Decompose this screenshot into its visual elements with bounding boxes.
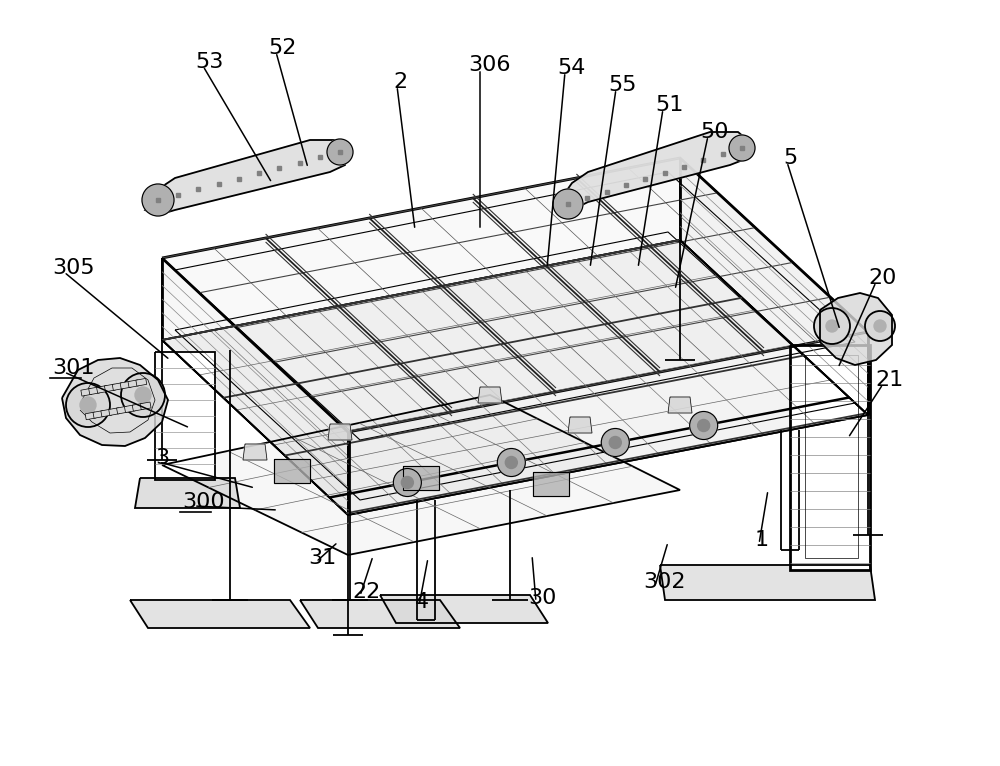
Polygon shape bbox=[162, 240, 868, 515]
Text: 50: 50 bbox=[700, 122, 728, 142]
Text: 3: 3 bbox=[155, 448, 169, 468]
Bar bbox=[93, 411, 104, 418]
Bar bbox=[81, 388, 92, 396]
Bar bbox=[124, 405, 135, 413]
Bar bbox=[104, 384, 115, 392]
Polygon shape bbox=[820, 293, 892, 365]
Polygon shape bbox=[130, 600, 310, 628]
Text: 21: 21 bbox=[875, 370, 903, 390]
Circle shape bbox=[601, 428, 629, 457]
Polygon shape bbox=[300, 600, 460, 628]
Bar bbox=[85, 412, 96, 420]
Polygon shape bbox=[660, 565, 875, 600]
Circle shape bbox=[609, 437, 621, 449]
Text: 20: 20 bbox=[868, 268, 896, 288]
Circle shape bbox=[121, 373, 165, 417]
Bar bbox=[89, 387, 100, 394]
Polygon shape bbox=[532, 472, 568, 496]
Polygon shape bbox=[328, 424, 352, 440]
Bar bbox=[117, 406, 127, 414]
Text: 4: 4 bbox=[415, 592, 429, 612]
Bar bbox=[109, 408, 120, 415]
Polygon shape bbox=[62, 358, 168, 446]
Polygon shape bbox=[478, 387, 502, 403]
Text: 1: 1 bbox=[755, 530, 769, 550]
Bar bbox=[136, 378, 147, 386]
Text: 302: 302 bbox=[643, 572, 686, 592]
Bar bbox=[132, 404, 143, 411]
Polygon shape bbox=[145, 140, 348, 215]
Bar bbox=[140, 402, 151, 410]
Text: 30: 30 bbox=[528, 588, 556, 608]
Text: 301: 301 bbox=[52, 358, 95, 378]
Text: 31: 31 bbox=[308, 548, 336, 568]
Text: 52: 52 bbox=[268, 38, 296, 58]
Polygon shape bbox=[568, 417, 592, 433]
Text: 300: 300 bbox=[182, 492, 225, 512]
Text: 5: 5 bbox=[783, 148, 797, 168]
Text: 55: 55 bbox=[608, 75, 637, 95]
Polygon shape bbox=[162, 395, 680, 555]
Text: 51: 51 bbox=[655, 95, 683, 115]
Polygon shape bbox=[155, 352, 215, 480]
Circle shape bbox=[729, 135, 755, 161]
Circle shape bbox=[135, 387, 151, 403]
Polygon shape bbox=[243, 444, 267, 460]
Text: 54: 54 bbox=[557, 58, 585, 78]
Circle shape bbox=[553, 189, 583, 219]
Circle shape bbox=[393, 469, 421, 496]
Circle shape bbox=[327, 139, 353, 165]
Text: 305: 305 bbox=[52, 258, 95, 278]
Polygon shape bbox=[274, 460, 310, 483]
Circle shape bbox=[874, 320, 886, 332]
Polygon shape bbox=[680, 158, 868, 415]
Bar bbox=[97, 385, 107, 393]
Circle shape bbox=[66, 383, 110, 427]
Text: 22: 22 bbox=[352, 582, 380, 602]
Circle shape bbox=[865, 311, 895, 341]
Circle shape bbox=[401, 476, 413, 489]
Circle shape bbox=[80, 397, 96, 413]
Circle shape bbox=[814, 308, 850, 344]
Circle shape bbox=[142, 184, 174, 216]
Bar bbox=[128, 380, 139, 388]
Bar bbox=[112, 383, 123, 391]
Bar bbox=[120, 381, 131, 389]
Circle shape bbox=[497, 449, 525, 476]
Text: 53: 53 bbox=[195, 52, 223, 72]
Polygon shape bbox=[403, 466, 439, 489]
Polygon shape bbox=[162, 258, 348, 515]
Text: 2: 2 bbox=[393, 72, 407, 92]
Circle shape bbox=[505, 457, 517, 469]
Polygon shape bbox=[380, 595, 548, 623]
Text: 306: 306 bbox=[468, 55, 511, 75]
Polygon shape bbox=[135, 478, 240, 508]
Polygon shape bbox=[162, 158, 868, 432]
Bar bbox=[101, 409, 112, 417]
Circle shape bbox=[690, 411, 718, 440]
Polygon shape bbox=[790, 345, 870, 570]
Circle shape bbox=[826, 320, 838, 332]
Polygon shape bbox=[668, 397, 692, 413]
Circle shape bbox=[698, 420, 710, 431]
Polygon shape bbox=[558, 132, 750, 210]
